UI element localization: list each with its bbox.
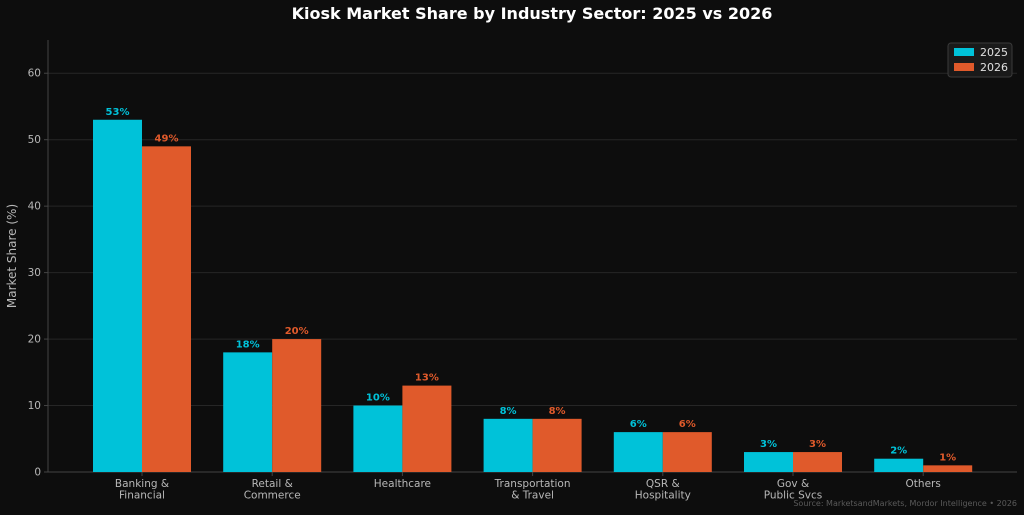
bars [93, 119, 973, 473]
bar-2026-5 [793, 452, 842, 472]
data-label: 3% [809, 439, 826, 450]
y-tick-labels: 0 10 20 30 40 50 60 [28, 68, 41, 479]
x-tick-label: Transportation [494, 478, 571, 490]
data-label: 1% [939, 452, 956, 463]
bar-2025-4 [613, 432, 663, 472]
bar-2026-4 [662, 432, 712, 472]
legend: 2025 2026 [947, 42, 1013, 78]
x-tick-label: Public Svcs [764, 490, 823, 502]
bar-2025-6 [874, 458, 924, 472]
data-label: 10% [366, 393, 390, 404]
bar-2026-2 [402, 385, 452, 472]
data-label: 8% [500, 406, 517, 417]
bar-2026-0 [142, 146, 191, 473]
x-tick-label: QSR & [646, 478, 680, 490]
bar-2026-1 [272, 339, 322, 472]
chart-title: Kiosk Market Share by Industry Sector: 2… [292, 4, 773, 23]
x-tick-label: Hospitality [635, 490, 691, 502]
y-tick-label: 60 [28, 68, 41, 80]
x-tick-label: Financial [119, 490, 165, 502]
data-label: 6% [630, 419, 647, 430]
legend-swatch-2026 [954, 63, 974, 71]
legend-label: 2026 [980, 61, 1008, 74]
data-label: 3% [760, 439, 777, 450]
bar-2025-0 [93, 119, 142, 472]
y-axis-label: Market Share (%) [5, 204, 19, 308]
y-tick-label: 50 [28, 134, 41, 146]
y-tick-label: 0 [34, 467, 41, 479]
x-tick-label: Banking & [115, 478, 169, 490]
data-label: 20% [285, 326, 309, 337]
x-tick-label: Retail & [252, 478, 293, 490]
data-label: 49% [155, 133, 179, 144]
x-tick-label: Gov & [777, 478, 809, 490]
y-tick-label: 30 [28, 267, 41, 279]
source-note: Source: MarketsandMarkets, Mordor Intell… [793, 499, 1017, 508]
y-tick-label: 10 [28, 400, 41, 412]
bar-2025-2 [353, 405, 403, 472]
data-label: 13% [415, 373, 439, 384]
data-label: 53% [106, 107, 130, 118]
grid-lines [48, 72, 1017, 407]
bar-2026-3 [532, 418, 582, 472]
x-tick-labels: Banking &Financial Retail &Commerce Health… [115, 478, 941, 502]
data-label: 6% [679, 419, 696, 430]
legend-label: 2025 [980, 46, 1008, 59]
y-tick-label: 40 [28, 201, 41, 213]
legend-swatch-2025 [954, 48, 974, 56]
data-label: 2% [890, 446, 907, 457]
x-tick-label: Others [906, 478, 941, 490]
bar-2025-5 [744, 452, 793, 472]
bar-2025-3 [483, 418, 533, 472]
data-labels: 53% 49% 18% 20% 10% 13% 8% 8% 6% 6% 3% 3% 2% 1% [106, 107, 957, 464]
x-tick-label: Commerce [244, 490, 301, 502]
data-label: 18% [236, 339, 260, 350]
x-tick-label: Healthcare [374, 478, 431, 490]
bar-2026-6 [923, 465, 973, 472]
x-tick-label: & Travel [511, 490, 554, 502]
data-label: 8% [549, 406, 566, 417]
bar-2025-1 [223, 352, 273, 472]
y-tick-label: 20 [28, 334, 41, 346]
